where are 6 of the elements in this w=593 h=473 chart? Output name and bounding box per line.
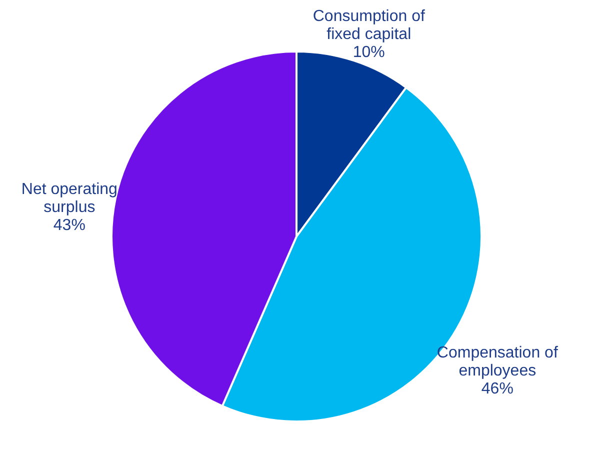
data-label: 10% bbox=[352, 44, 385, 62]
slice-label: Compensation of employees bbox=[436, 344, 558, 380]
slice-label: Consumption of fixed capital bbox=[312, 8, 426, 44]
data-label: 46% bbox=[481, 380, 514, 398]
slice-label: Net operating surplus bbox=[21, 180, 118, 216]
data-label: 43% bbox=[53, 216, 86, 234]
